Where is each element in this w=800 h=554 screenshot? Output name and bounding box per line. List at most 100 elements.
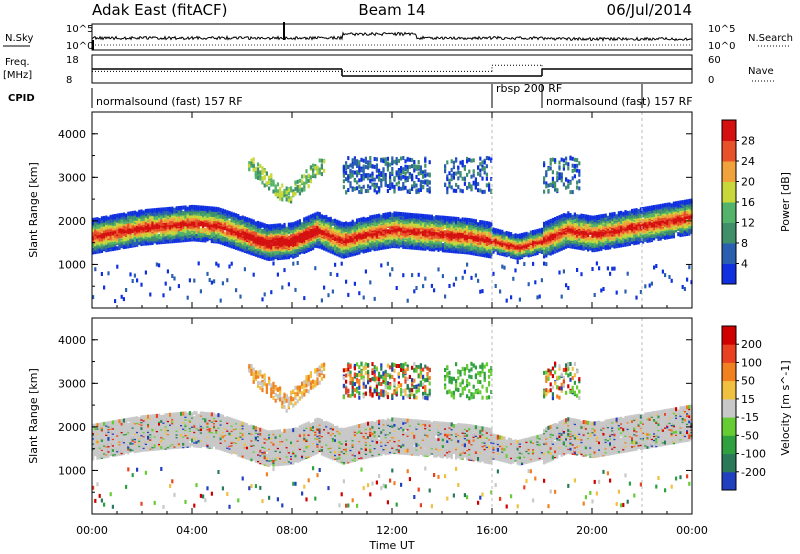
power-cell xyxy=(114,214,117,218)
power-cell xyxy=(463,229,466,234)
power-cell xyxy=(481,242,484,247)
power-cell xyxy=(206,213,209,218)
power-cell xyxy=(380,214,383,219)
power-cell xyxy=(122,297,125,302)
power-cell xyxy=(307,178,310,183)
power-cell xyxy=(334,225,337,230)
power-cell xyxy=(261,176,264,181)
power-cell xyxy=(349,226,352,231)
power-cell xyxy=(265,181,268,186)
power-cell xyxy=(397,226,400,231)
power-cell xyxy=(349,169,352,174)
power-cell xyxy=(180,215,183,219)
power-cell xyxy=(347,222,350,227)
power-cell xyxy=(428,186,431,191)
power-cell xyxy=(371,177,374,182)
power-cell xyxy=(507,231,510,236)
power-cell xyxy=(492,271,495,276)
power-cell xyxy=(219,207,222,212)
power-cell xyxy=(356,173,359,178)
power-cell xyxy=(353,232,356,237)
power-cell xyxy=(389,171,392,176)
power-cell xyxy=(395,182,398,187)
power-cell xyxy=(455,241,458,246)
power-cell xyxy=(241,215,244,220)
cpid-segment-label: rbsp 200 RF xyxy=(496,82,562,95)
power-cell xyxy=(479,156,482,161)
power-cell xyxy=(336,236,339,241)
power-cell xyxy=(384,161,387,166)
power-cell xyxy=(501,239,504,243)
power-cell xyxy=(103,231,106,236)
power-cell xyxy=(171,223,174,228)
power-cell xyxy=(369,280,372,285)
power-cell xyxy=(386,229,389,234)
power-cell xyxy=(382,219,385,224)
power-cell xyxy=(338,228,341,233)
power-cell xyxy=(116,222,119,227)
power-cell xyxy=(424,232,427,237)
power-cell xyxy=(444,218,447,223)
power-cell xyxy=(474,240,477,245)
power-cell xyxy=(444,164,447,169)
power-cell xyxy=(221,213,224,218)
power-cell xyxy=(468,157,471,162)
power-cell xyxy=(485,164,488,169)
power-cell xyxy=(353,221,356,226)
power-cell xyxy=(433,288,436,293)
power-cell xyxy=(111,243,114,248)
power-cell xyxy=(125,225,128,230)
power-cell xyxy=(490,190,493,194)
power-cell xyxy=(316,220,319,225)
power-cell xyxy=(246,223,249,228)
power-cell xyxy=(320,172,323,177)
power-cell xyxy=(461,247,464,252)
power-cell xyxy=(463,181,466,186)
power-cell xyxy=(375,174,378,179)
power-cell xyxy=(463,220,466,225)
power-cell xyxy=(261,222,264,227)
power-cell xyxy=(309,230,312,235)
power-cell xyxy=(164,281,167,286)
power-cell xyxy=(221,281,224,286)
power-cell xyxy=(382,224,385,229)
power-cell xyxy=(246,227,249,232)
power-cell xyxy=(378,245,381,250)
power-cell xyxy=(226,214,229,219)
power-cell xyxy=(400,171,403,176)
power-cell xyxy=(193,221,196,226)
power-cell xyxy=(114,232,117,237)
power-cell xyxy=(437,267,440,272)
power-cell xyxy=(149,208,152,213)
power-cell xyxy=(188,278,191,283)
power-cell xyxy=(180,235,183,240)
power-cell xyxy=(349,235,352,240)
power-cell xyxy=(316,169,319,174)
power-cell xyxy=(133,210,136,215)
power-cell xyxy=(206,206,209,210)
power-cell xyxy=(490,158,493,163)
power-cell xyxy=(378,172,381,177)
power-cell xyxy=(213,206,216,211)
power-cell xyxy=(404,167,407,171)
power-cell xyxy=(305,226,308,231)
power-cell xyxy=(479,243,482,248)
power-cell xyxy=(402,244,405,249)
power-cell xyxy=(461,238,464,243)
power-cell xyxy=(395,160,398,165)
power-cell xyxy=(417,224,420,228)
power-cell xyxy=(263,176,266,181)
power-cell xyxy=(474,177,477,182)
power-cell xyxy=(406,178,409,183)
power-cell xyxy=(294,221,297,226)
power-cell xyxy=(94,221,97,226)
power-cell xyxy=(261,244,264,249)
nsky-trace xyxy=(91,31,693,42)
power-cell xyxy=(466,217,469,222)
power-cell xyxy=(417,227,420,232)
power-cell xyxy=(129,233,132,238)
power-cell xyxy=(364,165,367,170)
power-cell xyxy=(169,286,172,291)
power-cell xyxy=(397,180,400,185)
power-cell xyxy=(279,223,282,228)
